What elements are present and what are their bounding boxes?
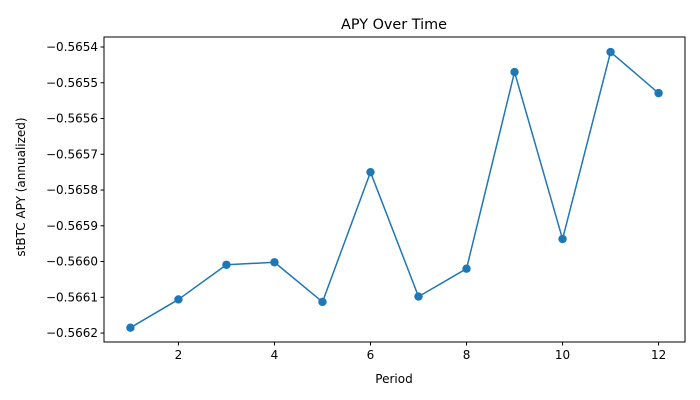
data-point [174, 295, 183, 304]
y-tick-label: −0.5654 [46, 40, 98, 54]
data-point [606, 47, 615, 57]
x-axis-label: Period [375, 372, 412, 386]
y-axis-label: stBTC APY (annualized) [14, 117, 28, 256]
data-point [654, 88, 663, 98]
y-tick-label: −0.5659 [46, 219, 98, 233]
x-tick-label: 6 [367, 348, 375, 362]
y-tick-label: −0.5662 [46, 326, 98, 340]
chart-title: APY Over Time [341, 17, 447, 33]
data-point [558, 234, 567, 244]
data-point [366, 167, 375, 177]
x-tick-label: 4 [271, 348, 279, 362]
axes-frame [103, 36, 686, 343]
y-tick-label: −0.5655 [46, 76, 98, 90]
y-tick-label: −0.5661 [46, 290, 98, 304]
y-tick-label: −0.5657 [46, 147, 98, 161]
x-tick-label: 2 [175, 348, 183, 362]
x-tick-label: 8 [463, 348, 471, 362]
y-tick-label: −0.5658 [46, 183, 98, 197]
data-point [318, 297, 327, 307]
data-point [462, 264, 471, 273]
x-tick-label: 10 [555, 348, 570, 362]
y-tick-label: −0.5660 [46, 255, 98, 269]
y-tick-label: −0.5656 [46, 112, 98, 126]
y-axis-ticks: −0.5662 −0.5661 −0.5660 −0.5659 −0.5658 −0.56… [46, 40, 104, 340]
data-point [270, 258, 279, 267]
data-point [510, 67, 519, 77]
series-line [130, 51, 660, 329]
x-axis-ticks: 2 4 6 8 10 12 [175, 342, 666, 362]
data-point [222, 260, 231, 269]
data-point [414, 292, 423, 301]
series-layer [126, 47, 663, 332]
x-tick-label: 12 [651, 348, 666, 362]
data-point [126, 323, 135, 332]
